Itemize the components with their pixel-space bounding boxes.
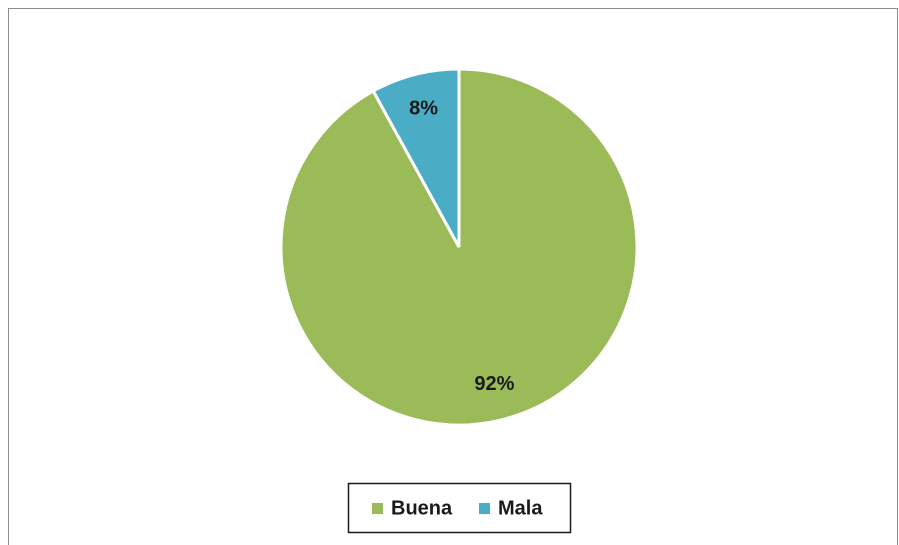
legend-box xyxy=(347,482,572,534)
legend-swatch xyxy=(479,503,490,514)
legend-swatch xyxy=(372,503,383,514)
data-label: 8% xyxy=(409,97,438,119)
legend-label: Buena xyxy=(391,497,453,519)
data-label: 92% xyxy=(474,373,514,395)
pie-slice xyxy=(279,67,639,427)
legend-label: Mala xyxy=(498,497,543,519)
pie-slice xyxy=(371,67,461,248)
